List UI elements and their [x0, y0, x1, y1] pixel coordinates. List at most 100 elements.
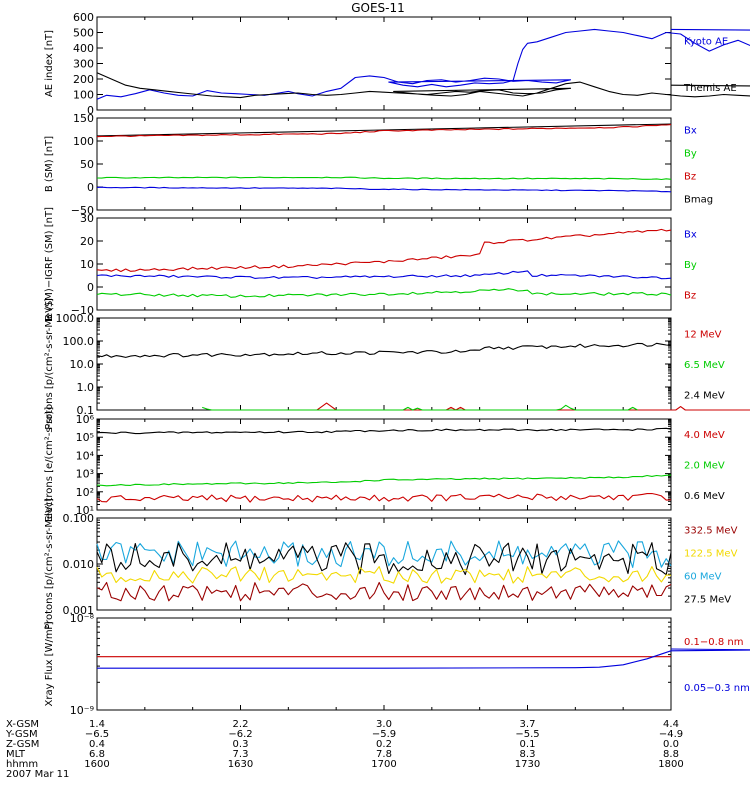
legend-label: 0.05−0.3 nm: [684, 683, 750, 694]
legend-label: 0.6 MeV: [684, 491, 725, 502]
x-row-label: hhmm: [6, 759, 38, 770]
y-axis-label: Protons [p/(cm²-s-sr-MeV)]: [44, 298, 55, 430]
series-kyoto-ae: [96, 28, 750, 100]
y-tick-label: −50: [71, 204, 94, 217]
y-tick-label: 10: [80, 258, 94, 271]
series-12-mev: [316, 402, 750, 411]
y-tick-label: 100: [73, 89, 94, 102]
figure-title: GOES-11: [351, 1, 405, 15]
x-row-value: 1630: [228, 759, 253, 770]
y-axis-label: Protons [p/(cm²-s-sr-MeV)]: [44, 498, 55, 630]
series-332-5-mev: [96, 581, 672, 602]
legend-label: 2.0 MeV: [684, 461, 725, 472]
x-row-value: 1800: [658, 759, 683, 770]
x-row-value: 1730: [515, 759, 540, 770]
series-60-mev: [96, 540, 672, 569]
x-row-value: 0.4: [89, 739, 105, 750]
y-axis-label: Electrons [e/(cm²-s-sr)]: [44, 407, 55, 523]
series-2-0-mev: [96, 474, 672, 487]
series-bz: [96, 124, 672, 138]
y-axis-label: Xray Flux [W/m²]: [44, 621, 55, 706]
legend-label: 6.5 MeV: [684, 360, 725, 371]
legend-label: 332.5 MeV: [684, 526, 738, 537]
legend-label: 4.0 MeV: [684, 430, 725, 441]
y-tick-label: 30: [80, 212, 94, 225]
series-bx: [96, 186, 672, 193]
y-axis-label: AE index [nT]: [44, 30, 55, 97]
series-0-6-mev: [96, 427, 672, 435]
y-tick-label: 10⁴: [76, 449, 95, 462]
legend-label: Themis AE: [683, 83, 737, 94]
x-row-label: MLT: [6, 749, 26, 760]
series-bx: [96, 270, 672, 280]
x-row-value: 1600: [84, 759, 109, 770]
legend-label: 0.1−0.8 nm: [684, 637, 743, 648]
y-tick-label: 10³: [76, 468, 94, 481]
x-row-value: 3.7: [520, 719, 536, 730]
x-row-value: −6.2: [228, 729, 252, 740]
series-122-5-mev: [96, 566, 672, 584]
y-tick-label: 0.010: [63, 558, 95, 571]
legend-label: Bx: [684, 229, 697, 240]
legend-label: 27.5 MeV: [684, 595, 731, 606]
x-row-value: 1.4: [89, 719, 105, 730]
y-tick-label: 10⁻⁸: [70, 612, 95, 625]
x-row-value: 3.0: [376, 719, 392, 730]
legend-label: 60 MeV: [684, 572, 722, 583]
y-tick-label: 10.0: [70, 358, 95, 371]
legend-label: 2.4 MeV: [684, 391, 725, 402]
y-tick-label: 600: [73, 11, 94, 24]
y-axis-label: B (SM) [nT]: [44, 136, 55, 192]
panel-protons_high: 0.001 0.010 0.100 Protons [p/(cm²-s-sr-MeV)…: [44, 498, 738, 630]
y-tick-label: −10: [71, 304, 94, 317]
y-tick-label: 0.001: [63, 604, 95, 617]
legend-label: 122.5 MeV: [684, 549, 738, 560]
x-row-value: 7.3: [233, 749, 249, 760]
legend-label: Bz: [684, 291, 696, 302]
series-bz: [96, 228, 672, 273]
legend-label: By: [684, 260, 697, 271]
y-tick-label: 200: [73, 73, 94, 86]
series-6-5-mev: [202, 404, 638, 411]
legend-label: By: [684, 149, 697, 160]
y-tick-label: 400: [73, 42, 94, 55]
y-tick-label: 10⁵: [76, 431, 94, 444]
y-tick-label: 10²: [76, 486, 94, 499]
y-tick-label: 300: [73, 58, 94, 71]
x-row-value: 0.3: [233, 739, 249, 750]
y-tick-label: 50: [80, 158, 94, 171]
y-tick-label: 1000.0: [56, 312, 95, 325]
x-row-value: 6.8: [89, 749, 105, 760]
y-tick-label: 0.100: [63, 512, 95, 525]
y-tick-label: 1.0: [77, 381, 95, 394]
y-tick-label: 10⁶: [76, 413, 95, 426]
x-row-value: 7.8: [376, 749, 392, 760]
y-tick-label: 100.0: [63, 335, 95, 348]
panel-xray: 10⁻⁹ 10⁻⁸ Xray Flux [W/m²] 0.1−0.8 nm 0.05−0…: [44, 612, 750, 717]
y-axis-label: B (SM)−IGRF (SM) [nT]: [44, 207, 55, 321]
x-row-value: −6.5: [85, 729, 109, 740]
x-row-value: 0.0: [663, 739, 679, 750]
panel-b_sm: −50 0 50 100 150 B (SM) [nT] Bx By Bz Bmag: [44, 112, 713, 217]
y-tick-label: 0: [87, 281, 94, 294]
y-tick-label: 10¹: [76, 504, 94, 517]
y-tick-label: 100: [73, 135, 94, 148]
x-row-value: −4.9: [659, 729, 683, 740]
x-row-value: −5.5: [515, 729, 539, 740]
x-row-value: 4.4: [663, 719, 679, 730]
legend-label: 12 MeV: [684, 329, 722, 340]
series-4-0-mev: [96, 492, 672, 503]
x-row-value: 8.8: [663, 749, 679, 760]
series-by: [96, 288, 672, 298]
legend-label: Kyoto AE: [684, 36, 728, 47]
panel-b_igrf: −10 0 10 20 30 B (SM)−IGRF (SM) [nT] Bx By Bz: [44, 207, 697, 321]
panel-ae: 0 100 200 300 400 500 600 AE index [nT] Kyoto AE…: [44, 11, 750, 117]
panel-frame: [96, 217, 672, 311]
series-27-5-mev: [96, 542, 672, 576]
date-label: 2007 Mar 11: [6, 769, 69, 780]
y-tick-label: 0: [87, 104, 94, 117]
series-0-05-0-3-nm: [97, 648, 750, 669]
